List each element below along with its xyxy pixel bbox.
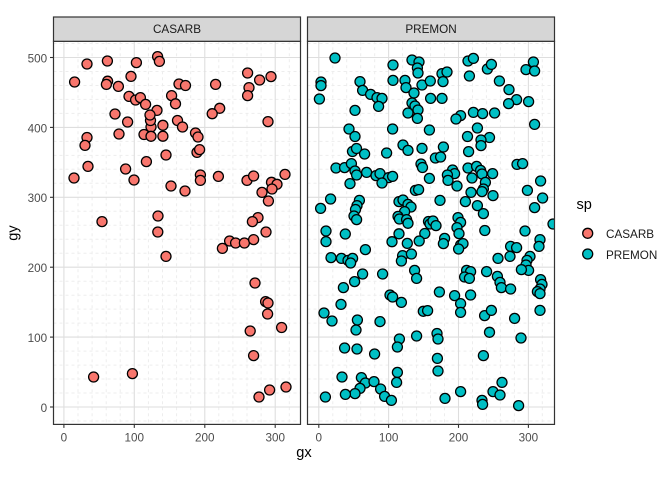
svg-text:gy: gy [6, 225, 22, 241]
svg-text:0: 0 [41, 402, 48, 415]
svg-text:CASARB: CASARB [153, 23, 201, 36]
svg-text:500: 500 [28, 52, 48, 65]
svg-text:100: 100 [125, 432, 145, 445]
svg-text:PREMON: PREMON [606, 249, 657, 262]
svg-text:sp: sp [577, 197, 592, 213]
svg-text:PREMON: PREMON [405, 23, 456, 36]
svg-text:300: 300 [519, 432, 539, 445]
svg-text:100: 100 [379, 432, 399, 445]
svg-text:100: 100 [28, 332, 48, 345]
svg-text:0: 0 [61, 432, 68, 445]
svg-text:200: 200 [195, 432, 215, 445]
svg-text:200: 200 [449, 432, 469, 445]
svg-text:300: 300 [265, 432, 285, 445]
svg-text:300: 300 [28, 192, 48, 205]
svg-text:CASARB: CASARB [606, 228, 654, 241]
svg-text:0: 0 [316, 432, 323, 445]
svg-text:gx: gx [296, 445, 312, 461]
svg-text:400: 400 [28, 122, 48, 135]
svg-text:200: 200 [28, 262, 48, 275]
